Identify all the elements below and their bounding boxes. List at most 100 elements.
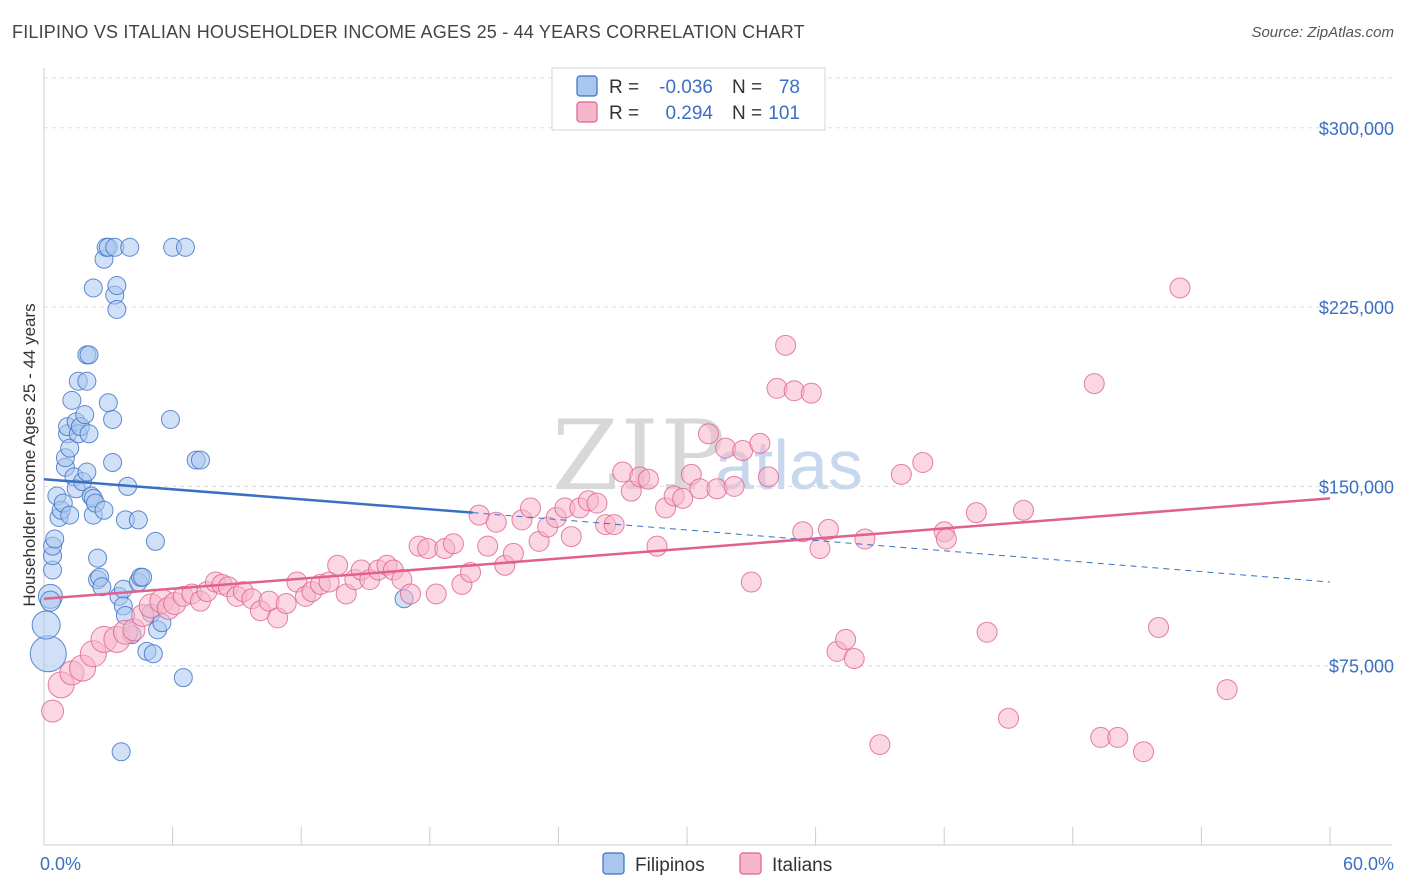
filipinos-point-0 <box>29 635 67 673</box>
italians-point-108 <box>1148 616 1170 638</box>
legend-r-value-2: 0.294 <box>665 103 713 124</box>
legend-n-value-2: 101 <box>768 103 800 124</box>
italians-point-98 <box>912 451 934 473</box>
filipinos-point-59 <box>120 237 140 257</box>
filipinos-point-46 <box>103 409 123 429</box>
series-legend: Filipinos Italians <box>602 852 832 876</box>
italians-point-103 <box>1013 499 1035 521</box>
italians-point-105 <box>1107 726 1129 748</box>
legend-n-label-1: N = <box>732 77 762 98</box>
filipinos-point-26 <box>75 405 95 425</box>
legend-r-label-1: R = <box>609 77 639 98</box>
italians-point-71 <box>646 535 668 557</box>
filipinos-point-40 <box>92 577 112 597</box>
legend-n-label-2: N = <box>732 103 762 124</box>
filipinos-trend-extension <box>472 512 1331 583</box>
italians-point-84 <box>757 466 779 488</box>
filipinos-point-3 <box>39 590 61 612</box>
legend-swatch-italians <box>576 101 598 123</box>
correlation-legend: R = -0.036 N = 78 R = 0.294 N = 101 <box>551 67 826 131</box>
italians-trend-line <box>43 497 1331 600</box>
filipinos-point-67 <box>143 644 163 664</box>
filipinos-point-29 <box>77 371 97 391</box>
y-tick-label-1: $150,000 <box>1319 477 1394 497</box>
filipinos-point-47 <box>103 452 123 472</box>
italians-point-64 <box>586 492 608 514</box>
filipinos-point-18 <box>62 390 82 410</box>
filipinos-point-31 <box>79 424 99 444</box>
filipinos-point-74 <box>175 237 195 257</box>
y-tick-label-2: $225,000 <box>1319 298 1394 318</box>
italians-point-27 <box>275 593 297 615</box>
italians-point-102 <box>998 707 1019 729</box>
legend-swatch-filipinos <box>576 75 598 97</box>
italians-point-80 <box>723 475 745 497</box>
italians-point-107 <box>1133 741 1155 763</box>
italians-point-89 <box>800 382 822 404</box>
filipinos-point-41 <box>94 500 114 520</box>
filipinos-point-17 <box>60 438 80 458</box>
filipinos-point-44 <box>98 393 118 413</box>
italians-point-100 <box>965 502 987 524</box>
italians-point-66 <box>603 514 625 536</box>
filipinos-point-71 <box>160 409 180 429</box>
italians-point-45 <box>425 583 447 605</box>
filipinos-point-16 <box>60 505 80 525</box>
italians-point-110 <box>1216 679 1238 701</box>
italians-point-109 <box>1169 277 1191 299</box>
filipinos-point-51 <box>107 276 127 296</box>
italians-point-86 <box>775 334 797 356</box>
filipinos-point-53 <box>111 742 131 762</box>
filipinos-point-68 <box>145 531 165 551</box>
x-tick-label-min: 0.0% <box>40 854 81 874</box>
filipinos-point-50 <box>107 299 127 319</box>
italians-point-101 <box>976 621 998 643</box>
filipinos-point-27 <box>77 462 97 482</box>
y-tick-label-3: $300,000 <box>1319 119 1394 139</box>
italians-point-61 <box>560 526 582 548</box>
italians-point-47 <box>442 533 464 555</box>
italians-point-95 <box>854 528 876 550</box>
italians-point-93 <box>835 628 857 650</box>
bottom-legend-swatch-filipinos <box>602 852 625 875</box>
legend-r-value-1: -0.036 <box>659 77 713 98</box>
filipinos-point-73 <box>173 668 193 688</box>
y-tick-labels: $75,000 $150,000 $225,000 $300,000 <box>1319 119 1394 677</box>
chart-title: FILIPINO VS ITALIAN HOUSEHOLDER INCOME A… <box>12 22 805 42</box>
filipinos-point-76 <box>190 450 210 470</box>
italians-point-51 <box>477 535 499 557</box>
filipinos-point-1 <box>31 610 61 640</box>
italians-point-96 <box>869 734 891 756</box>
trend-lines <box>43 477 1331 600</box>
legend-n-value-1: 78 <box>779 77 800 98</box>
italians-point-88 <box>792 521 814 543</box>
filipinos-trend-line <box>43 477 473 514</box>
filipinos-point-38 <box>88 548 108 568</box>
italians-point-83 <box>749 432 771 454</box>
italians-point-94 <box>843 648 865 670</box>
italians-point-111 <box>935 528 957 550</box>
bottom-legend-italians: Italians <box>772 855 832 876</box>
filipinos-point-34 <box>83 278 103 298</box>
italians-point-0 <box>41 699 65 723</box>
italians-point-49 <box>460 561 482 583</box>
y-axis-title: Householder Income Ages 25 - 44 years <box>20 303 39 606</box>
italians-point-56 <box>520 497 542 519</box>
source-label: Source: ZipAtlas.com <box>1251 24 1394 41</box>
italians-point-70 <box>637 468 659 490</box>
legend-r-label-2: R = <box>609 103 639 124</box>
italians-point-74 <box>672 487 694 509</box>
italians-point-42 <box>400 583 422 605</box>
grid <box>44 77 1392 667</box>
filipinos-point-64 <box>133 567 153 587</box>
filipinos-point-62 <box>128 510 148 530</box>
filipinos-point-30 <box>79 345 99 365</box>
filipinos-point-7 <box>45 529 65 549</box>
bottom-legend-filipinos: Filipinos <box>635 855 705 876</box>
y-tick-label-0: $75,000 <box>1329 657 1394 677</box>
bottom-legend-swatch-italians <box>739 852 762 875</box>
italians-point-33 <box>327 554 349 576</box>
italians-point-77 <box>697 423 719 445</box>
x-tick-label-max: 60.0% <box>1343 854 1394 874</box>
